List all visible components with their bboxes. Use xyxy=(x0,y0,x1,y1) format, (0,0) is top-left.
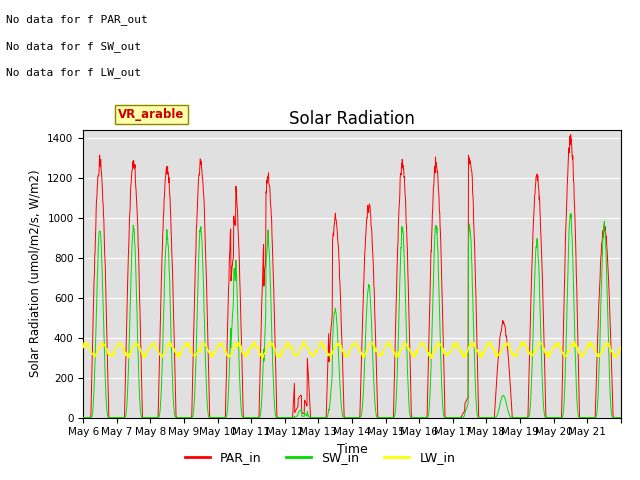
Text: No data for f PAR_out: No data for f PAR_out xyxy=(6,14,148,25)
Title: Solar Radiation: Solar Radiation xyxy=(289,110,415,128)
Text: VR_arable: VR_arable xyxy=(118,108,185,121)
Text: No data for f SW_out: No data for f SW_out xyxy=(6,41,141,52)
X-axis label: Time: Time xyxy=(337,443,367,456)
Legend: PAR_in, SW_in, LW_in: PAR_in, SW_in, LW_in xyxy=(180,446,460,469)
Y-axis label: Solar Radiation (umol/m2/s, W/m2): Solar Radiation (umol/m2/s, W/m2) xyxy=(29,170,42,377)
Text: No data for f LW_out: No data for f LW_out xyxy=(6,67,141,78)
